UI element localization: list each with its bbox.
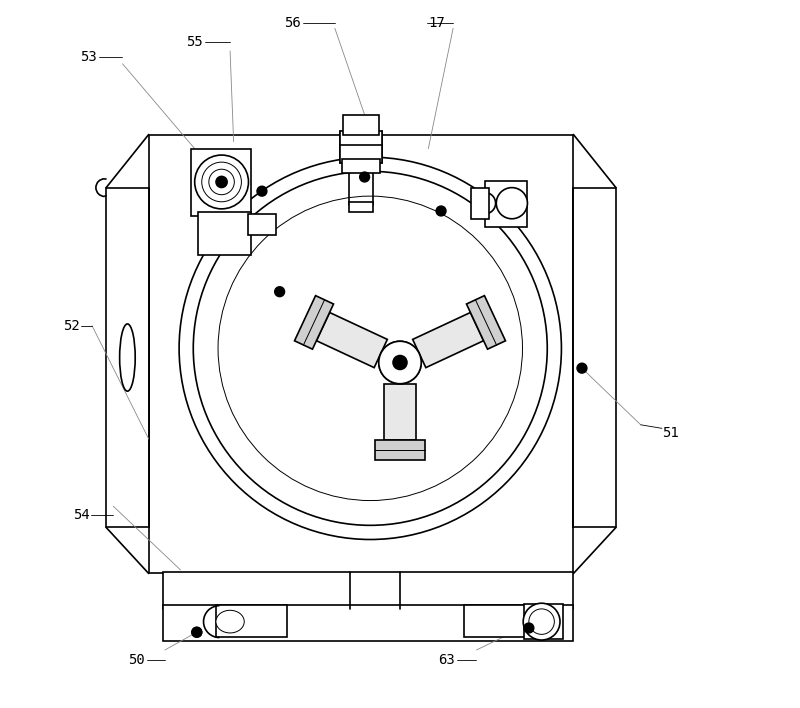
Bar (349, 202, 373, 212)
Ellipse shape (120, 324, 135, 391)
Bar (470, 188, 489, 219)
Circle shape (436, 206, 446, 216)
Bar (340, 145, 382, 163)
Polygon shape (375, 440, 425, 460)
Text: 56: 56 (284, 16, 301, 30)
Bar (248, 214, 276, 235)
Text: 52: 52 (63, 319, 80, 333)
Bar (198, 212, 251, 255)
Bar (485, 181, 527, 227)
Circle shape (529, 609, 554, 634)
Text: 54: 54 (73, 508, 90, 523)
Circle shape (179, 157, 562, 539)
Text: 63: 63 (438, 653, 455, 667)
Ellipse shape (216, 610, 244, 633)
Text: 51: 51 (662, 426, 678, 440)
Bar (524, 604, 563, 639)
Bar (191, 149, 251, 216)
Circle shape (496, 188, 527, 219)
Circle shape (194, 155, 249, 209)
Bar (106, 188, 149, 527)
Bar (574, 188, 616, 527)
Bar (340, 131, 382, 149)
Circle shape (218, 196, 522, 501)
Bar (216, 605, 286, 637)
Polygon shape (317, 312, 387, 367)
Circle shape (274, 287, 285, 297)
Text: 53: 53 (80, 50, 97, 64)
Bar (464, 605, 531, 637)
Circle shape (216, 176, 227, 188)
Circle shape (378, 341, 422, 384)
Circle shape (360, 172, 370, 182)
Bar (163, 572, 574, 609)
Circle shape (192, 627, 202, 637)
Polygon shape (385, 384, 415, 440)
Bar (342, 159, 380, 173)
Circle shape (393, 355, 407, 370)
Circle shape (523, 603, 560, 640)
Polygon shape (413, 312, 483, 367)
Circle shape (393, 355, 407, 370)
Circle shape (194, 171, 547, 525)
Circle shape (202, 162, 242, 202)
Circle shape (192, 627, 202, 637)
Circle shape (577, 363, 587, 373)
Bar (343, 115, 378, 135)
Circle shape (209, 169, 234, 195)
Circle shape (524, 623, 534, 633)
Circle shape (474, 193, 495, 214)
Circle shape (257, 186, 267, 196)
Text: 55: 55 (186, 35, 203, 50)
Bar (149, 135, 574, 573)
Polygon shape (466, 296, 506, 349)
Text: 17: 17 (428, 16, 445, 30)
Polygon shape (294, 296, 334, 349)
Circle shape (378, 341, 422, 384)
Bar (163, 605, 574, 641)
Text: 50: 50 (128, 653, 145, 667)
